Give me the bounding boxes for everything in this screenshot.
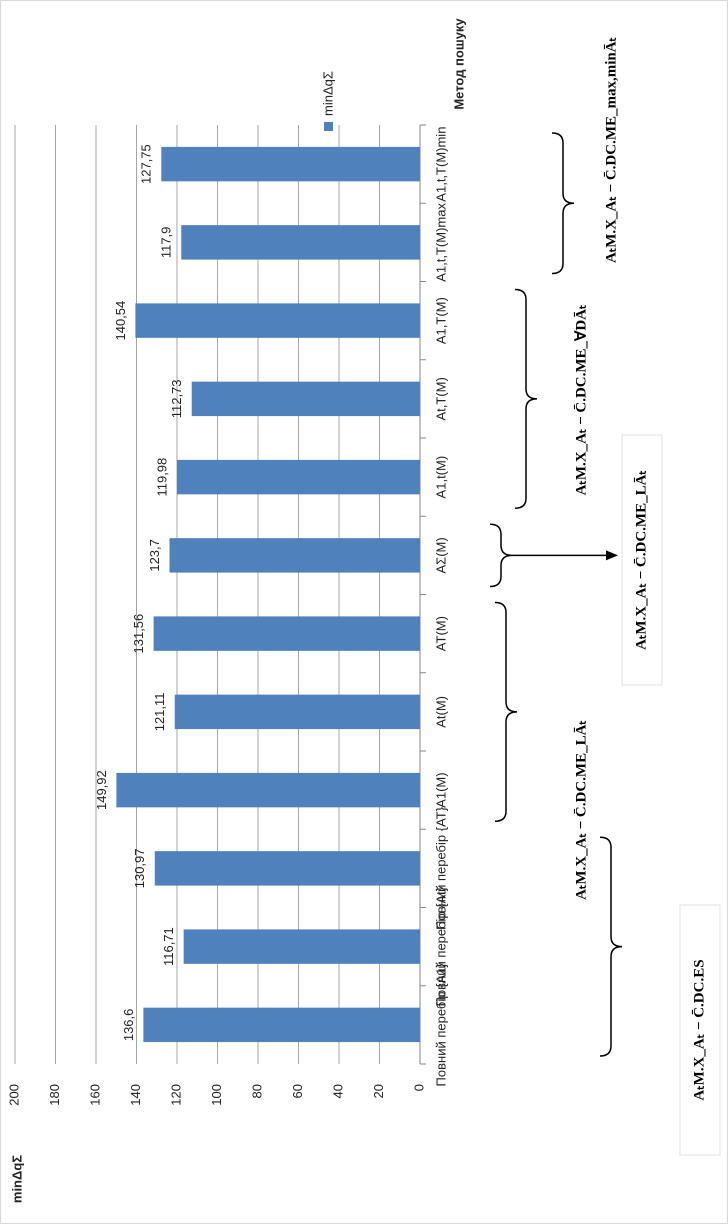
brace [599, 836, 623, 1057]
chart-body: 0 20 40 60 80 100 120 140 160 180 200 136,6 116,71 13… [6, 18, 721, 1203]
y-tick-label: 140 [128, 1084, 143, 1106]
annotation: AₜM.X_Aₜ − C̄.DC.ME_max,minĀₜ [603, 37, 619, 263]
value-label: 149,92 [94, 770, 109, 810]
brace [514, 288, 538, 509]
bar [191, 381, 420, 417]
x-tick-label: A1,t(M) [433, 456, 448, 499]
x-tick-label: AT(M) [433, 616, 448, 651]
bar [116, 772, 421, 808]
bar [174, 694, 420, 730]
annotation: AₜM.X_Aₜ − C̄.DC.ME_LĀₜ [573, 720, 589, 900]
y-tick-label: 200 [6, 1084, 21, 1106]
bar [169, 538, 420, 573]
x-tick-label: At(M) [433, 696, 448, 728]
x-tick-label: A1,t,T(M)max [433, 203, 448, 282]
bar [153, 616, 420, 651]
annotation: AₜM.X_Aₜ − C̄.DC.ME_LĀₜ [633, 470, 649, 650]
bar [181, 225, 420, 260]
value-label: 130,97 [132, 848, 147, 888]
y-tick-label: 180 [47, 1084, 62, 1106]
value-label: 123,7 [147, 539, 162, 572]
legend-label: minΔqΣ [320, 71, 335, 116]
value-label: 121,11 [152, 692, 167, 731]
annotation-box [621, 434, 663, 686]
x-tick-label: A1,T(M) [433, 297, 448, 344]
bar [177, 459, 420, 495]
x-tick-label: Повний перебір {AT} [433, 806, 448, 930]
value-label: 117,9 [159, 227, 174, 259]
value-label: 119,98 [154, 458, 169, 497]
x-tick-label: A1(M) [433, 772, 448, 807]
annotation: AₜM.X_Aₜ − C̄.DC.ES [691, 959, 707, 1100]
y-tick-label: 40 [330, 1084, 345, 1098]
value-label: 112,73 [169, 379, 184, 418]
annotation: AₜM.X_Aₜ − C̄.DC.ME_∀DĀₜ [573, 305, 589, 496]
bar [154, 851, 421, 886]
bar [161, 146, 420, 182]
bar [135, 303, 420, 338]
value-label: 136,6 [121, 1009, 136, 1042]
y-tick-label: 60 [290, 1084, 305, 1098]
brace [494, 601, 518, 822]
value-label: 131,56 [131, 614, 146, 654]
y-tick-label: 0 [411, 1084, 426, 1091]
y-tick-label: 80 [249, 1084, 264, 1098]
annotation-box [679, 904, 721, 1156]
x-tick-label: At,T(M) [433, 377, 448, 420]
bar [143, 1007, 420, 1043]
value-label: 127,75 [139, 144, 154, 184]
x-tick-label: AΣ(M) [433, 537, 448, 573]
x-tick-label: Повний перебір {A1} [433, 963, 448, 1087]
brace [551, 132, 575, 275]
x-tick-label: Повний перебір {At} [433, 886, 448, 1006]
legend-swatch [324, 122, 333, 131]
y-tick-label: 100 [209, 1084, 224, 1106]
x-tick-label: A1,t,T(M)min [433, 127, 448, 202]
y-tick-label: 20 [371, 1084, 386, 1098]
value-label: 140,54 [113, 301, 128, 341]
y-tick-label: 160 [87, 1084, 102, 1106]
arrow-head [606, 550, 618, 561]
x-axis-title: Метод пошуку [451, 18, 466, 110]
value-label: 116,71 [161, 927, 176, 966]
y-axis-title: minΔqΣ [9, 1155, 24, 1203]
bar [183, 929, 420, 964]
y-tick-label: 120 [168, 1084, 183, 1106]
